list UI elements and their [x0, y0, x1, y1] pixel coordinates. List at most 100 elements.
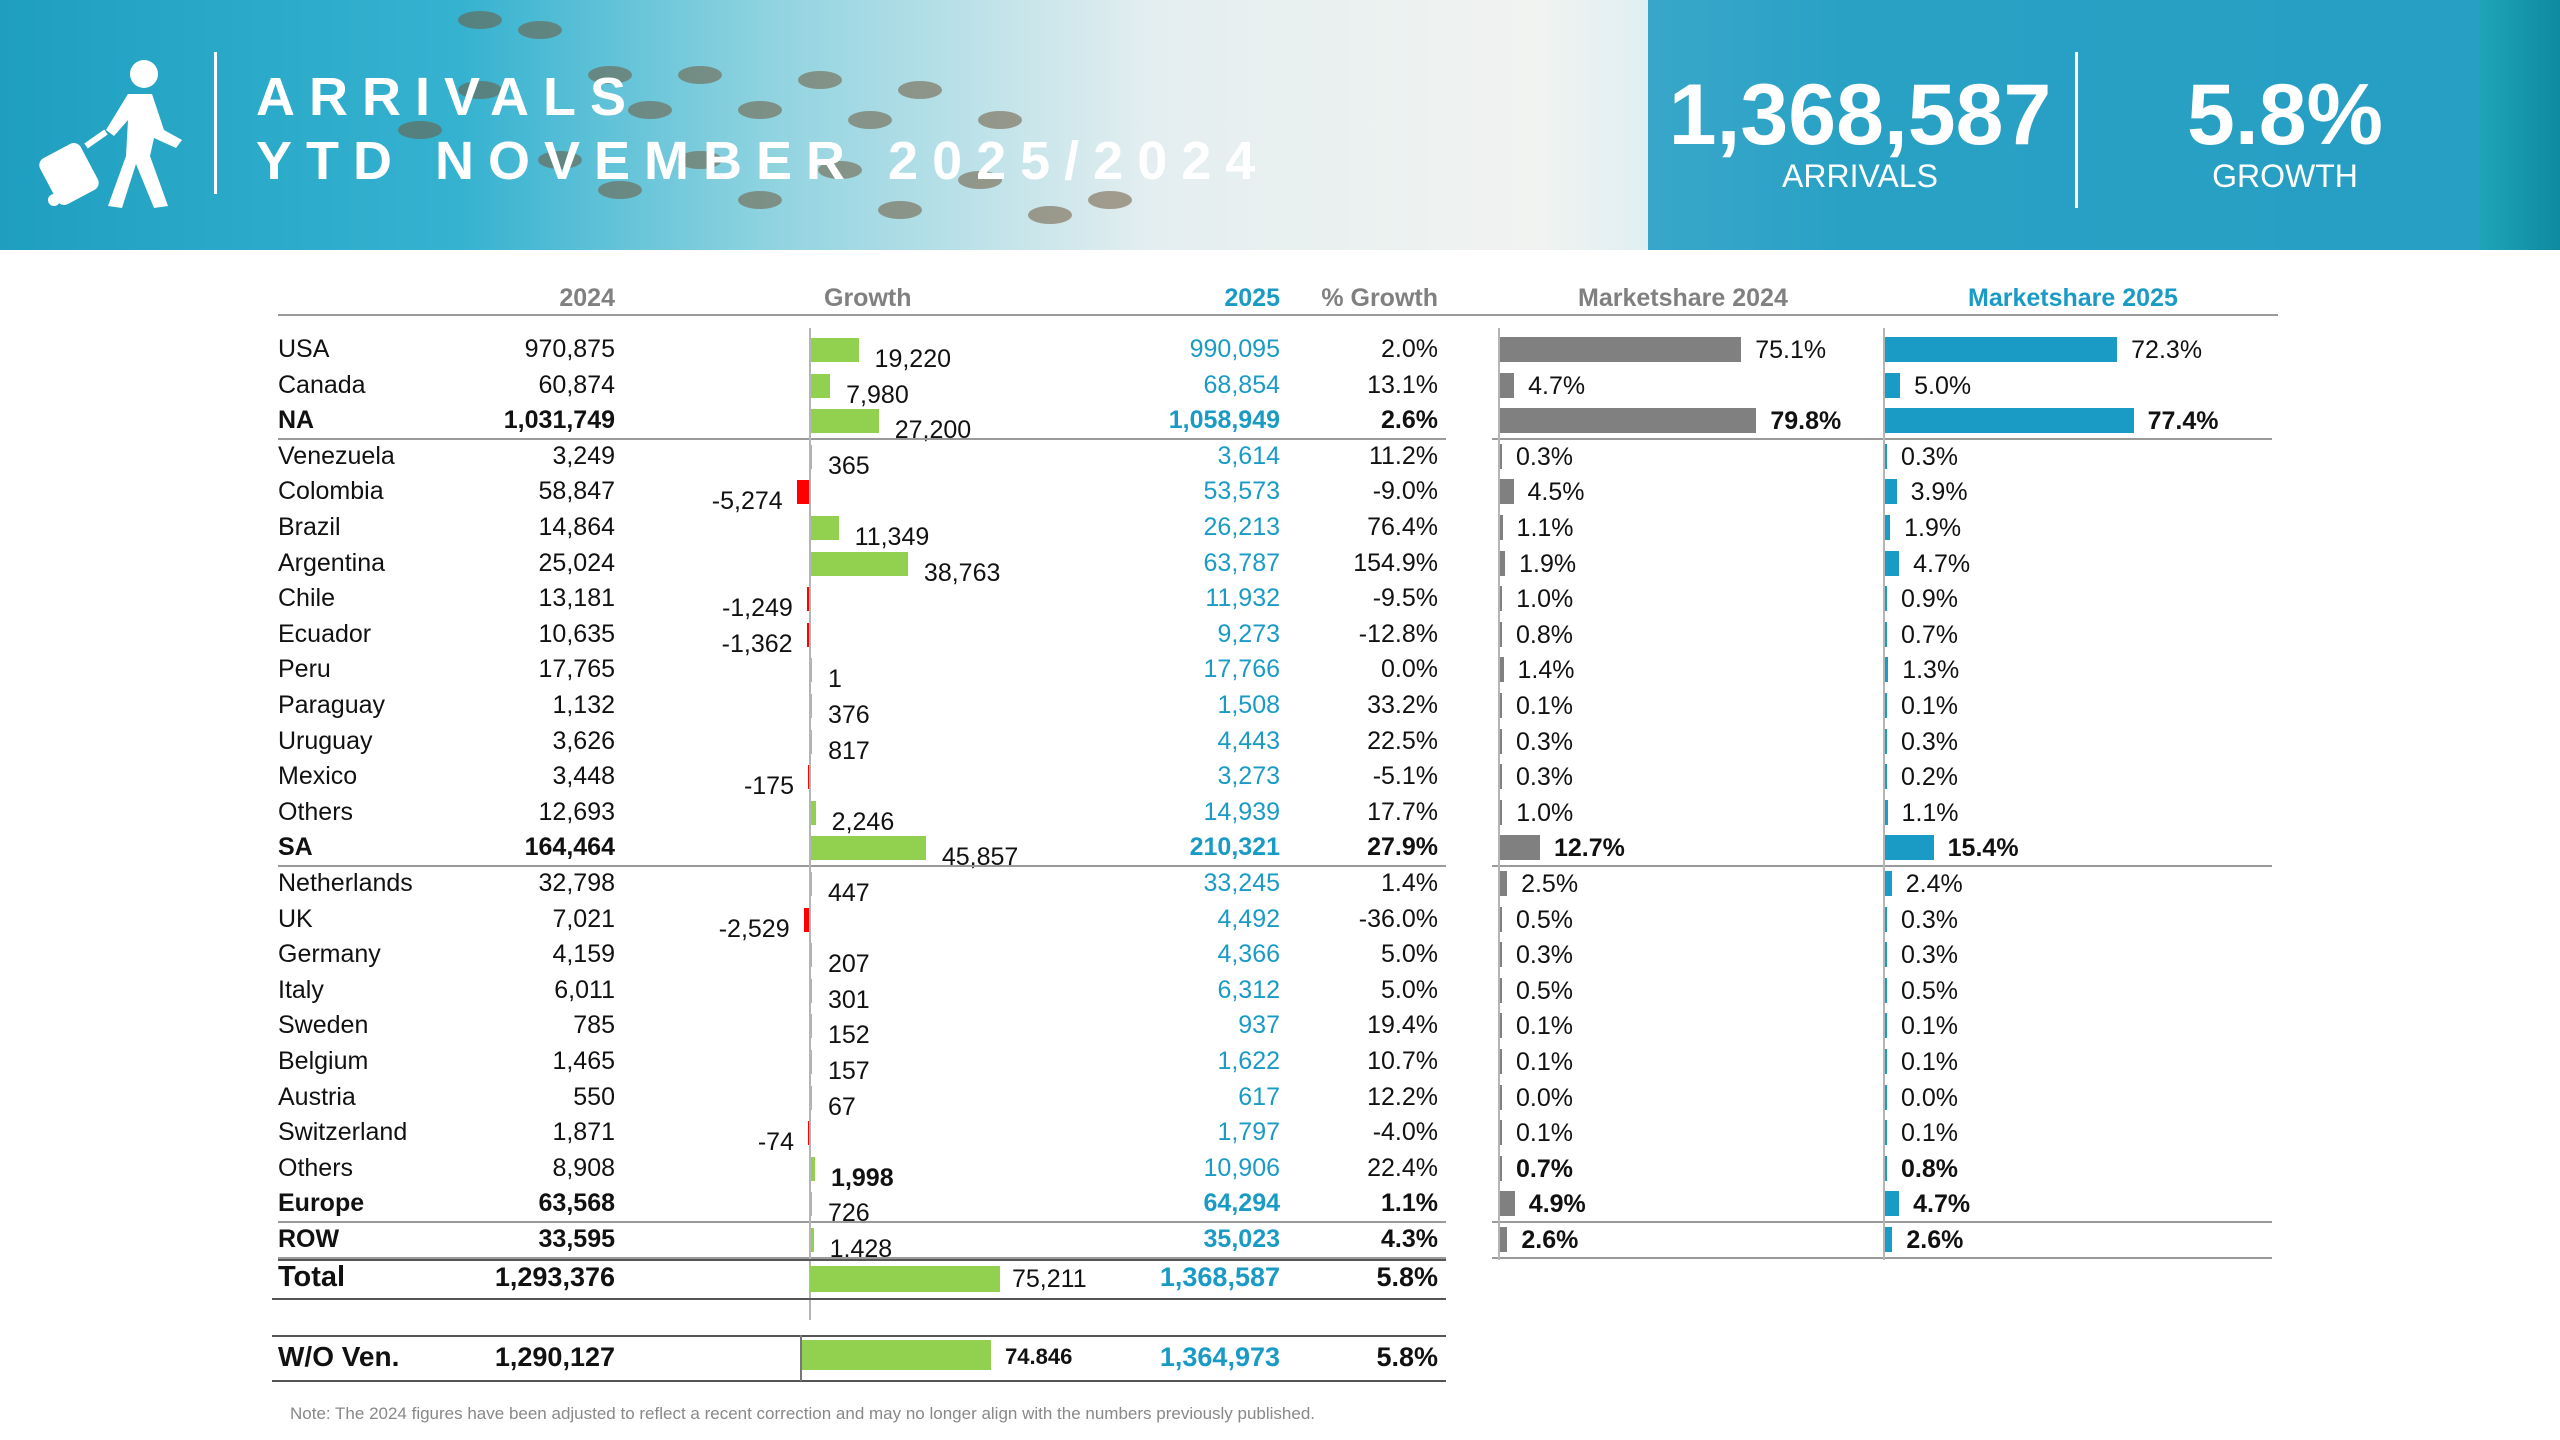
value-2025: 990,095: [1189, 335, 1280, 363]
growth-bar: [810, 516, 839, 540]
header-growth: Growth: [824, 284, 912, 312]
share-bar-2024: [1499, 693, 1502, 718]
value-2024: 63,568: [538, 1189, 615, 1217]
share-bar-2025: [1884, 1227, 1893, 1252]
market-label: Argentina: [278, 549, 386, 577]
growth-axis: [809, 328, 811, 1320]
share-bar-2025: [1884, 622, 1887, 647]
growth-label: 7,980: [846, 381, 909, 409]
growth-bar: [810, 1086, 812, 1110]
share-bar-2024: [1499, 1227, 1508, 1252]
total-growth-bar: [810, 1266, 1000, 1292]
market-label: Austria: [278, 1083, 356, 1111]
pct-growth: 33.2%: [1367, 691, 1438, 719]
growth-bar: [810, 1014, 812, 1038]
market-label: NA: [278, 406, 315, 434]
header-rule: [278, 314, 2278, 316]
share-bar-2025: [1884, 551, 1900, 576]
growth-label: 1,998: [831, 1164, 894, 1192]
growth-label: 447: [828, 879, 870, 907]
total-label: Total: [278, 1261, 346, 1293]
growth-label: 67: [828, 1093, 856, 1121]
growth-label: 38,763: [923, 559, 1001, 587]
growth-label: -2,529: [718, 915, 790, 943]
market-label: Belgium: [278, 1047, 369, 1075]
wo-ven-rule-bottom: [272, 1380, 1446, 1382]
kpi-growth-value: 5.8%: [2186, 67, 2384, 163]
share-bar-2024: [1499, 657, 1504, 682]
growth-bar: [810, 694, 812, 718]
wo-ven-2025: 1,364,973: [1159, 1342, 1280, 1372]
share-bar-2025: [1884, 729, 1887, 754]
share-label-2024: 1.4%: [1517, 656, 1575, 684]
share-label-2025: 15.4%: [1947, 834, 2019, 862]
share-label-2025: 0.8%: [1901, 1155, 1958, 1183]
market-label: Others: [278, 798, 354, 826]
pct-growth: 19.4%: [1367, 1011, 1438, 1039]
share-bar-2024: [1499, 1049, 1502, 1074]
share-bar-2025: [1884, 586, 1887, 611]
section-rule-share: [1492, 438, 2272, 440]
share-bar-2024: [1499, 515, 1503, 540]
value-2024: 25,024: [538, 549, 615, 577]
share-label-2024: 2.6%: [1521, 1226, 1579, 1254]
section-rule-share: [1492, 865, 2272, 867]
share-bar-2025: [1884, 835, 1934, 860]
share-bar-2025: [1884, 515, 1891, 540]
value-2024: 7,021: [552, 905, 615, 933]
market-label: Switzerland: [278, 1118, 408, 1146]
share-bar-2025: [1884, 1191, 1900, 1216]
share-label-2024: 0.5%: [1516, 906, 1573, 934]
share-bar-2025: [1884, 1085, 1887, 1110]
share-label-2025: 0.3%: [1901, 728, 1958, 756]
share-bar-2025: [1884, 1049, 1887, 1074]
share-bar-2025: [1884, 373, 1901, 398]
value-2025: 1,622: [1217, 1047, 1280, 1075]
value-2024: 3,626: [552, 727, 615, 755]
share-bar-2024: [1499, 1156, 1502, 1181]
total-growth-label: 75,211: [1012, 1265, 1087, 1293]
value-2025: 1,508: [1217, 691, 1280, 719]
value-2024: 6,011: [554, 976, 615, 1004]
wo-ven-pct: 5.8%: [1376, 1342, 1438, 1372]
header-pct-growth: % Growth: [1321, 284, 1438, 312]
pct-growth: -9.5%: [1372, 584, 1438, 612]
share-label-2025: 0.0%: [1901, 1084, 1958, 1112]
share-label-2025: 5.0%: [1914, 372, 1972, 400]
value-2024: 1,132: [552, 691, 615, 719]
market-label: Ecuador: [278, 620, 372, 648]
share-label-2025: 0.9%: [1901, 585, 1958, 613]
growth-bar: [806, 623, 810, 647]
share-bar-2024: [1499, 551, 1506, 576]
value-2025: 617: [1238, 1083, 1280, 1111]
header-banner: [0, 0, 2560, 250]
growth-bar: [796, 480, 810, 504]
share-label-2024: 0.1%: [1516, 1048, 1573, 1076]
pct-growth: 4.3%: [1381, 1225, 1438, 1253]
growth-bar: [810, 445, 812, 469]
share-label-2024: 0.3%: [1516, 728, 1573, 756]
pct-growth: -9.0%: [1372, 477, 1438, 505]
value-2024: 4,159: [552, 940, 615, 968]
sea-edge: [2480, 0, 2560, 250]
share-label-2025: 0.2%: [1901, 763, 1958, 791]
value-2025: 68,854: [1203, 371, 1280, 399]
value-2024: 785: [573, 1011, 615, 1039]
pct-growth: 27.9%: [1367, 833, 1438, 861]
market-label: Brazil: [278, 513, 341, 541]
market-label: Sweden: [278, 1011, 369, 1039]
value-2025: 33,245: [1203, 869, 1280, 897]
value-2025: 937: [1238, 1011, 1280, 1039]
total-rule-top: [278, 1259, 1446, 1261]
share-bar-2024: [1499, 1013, 1502, 1038]
share-label-2024: 1.0%: [1516, 585, 1574, 613]
share-label-2025: 0.7%: [1901, 621, 1958, 649]
share-label-2025: 0.3%: [1901, 906, 1958, 934]
value-2024: 970,875: [524, 335, 615, 363]
pct-growth: 0.0%: [1381, 655, 1438, 683]
growth-label: 301: [828, 986, 870, 1014]
share-label-2025: 4.7%: [1913, 550, 1971, 578]
wo-ven-label: W/O Ven.: [278, 1341, 400, 1372]
share-bar-2024: [1499, 586, 1503, 611]
